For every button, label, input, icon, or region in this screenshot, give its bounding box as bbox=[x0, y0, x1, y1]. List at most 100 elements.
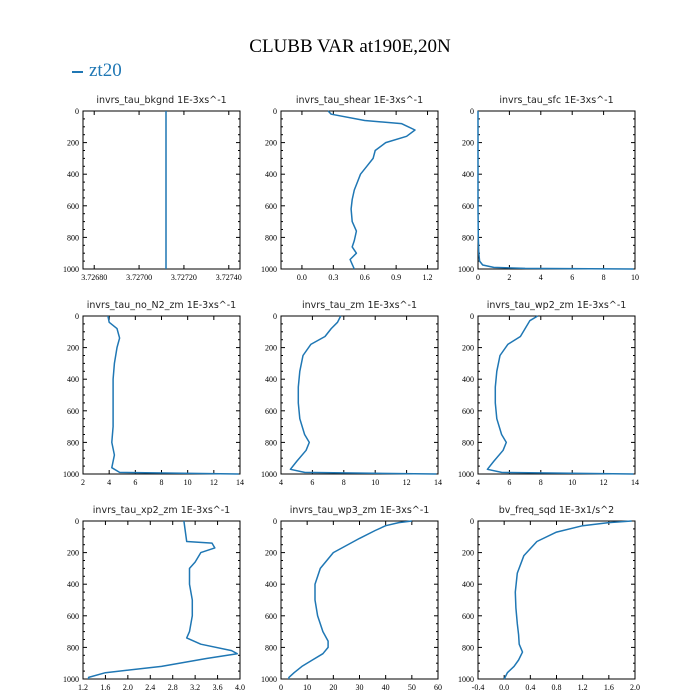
x-tick-label: 2.4 bbox=[145, 683, 155, 692]
y-tick-label: 0 bbox=[273, 312, 277, 321]
y-tick-label: 1000 bbox=[458, 470, 474, 479]
subplot-4: invrs_tau_no_N2_zm 1E-3xs^-1 0 200 400 600 80… bbox=[63, 300, 244, 487]
legend: zt20 bbox=[72, 60, 122, 82]
x-tick-label: 14 bbox=[236, 478, 244, 487]
x-tick-label: 2.0 bbox=[123, 683, 133, 692]
x-tick-label: 0 bbox=[476, 273, 480, 282]
plot-frame bbox=[477, 110, 636, 270]
y-tick-label: 0 bbox=[470, 312, 474, 321]
series-line-zt20 bbox=[289, 315, 437, 475]
y-tick-label: 600 bbox=[462, 407, 474, 416]
x-tick-label: 1.2 bbox=[423, 273, 433, 282]
y-tick-label: 400 bbox=[265, 580, 277, 589]
subplot-8: invrs_tau_wp3_zm 1E-3xs^-1 0 200 400 600 800 1… bbox=[261, 505, 442, 692]
x-tick-label: 2 bbox=[507, 273, 511, 282]
y-tick-label: 1000 bbox=[261, 470, 277, 479]
x-tick-label: 1.2 bbox=[78, 683, 88, 692]
y-tick-label: 200 bbox=[67, 549, 79, 558]
x-tick-label: 3.72680 bbox=[81, 273, 107, 282]
series-line-zt20 bbox=[107, 315, 239, 475]
x-tick-label: 3.2 bbox=[190, 683, 200, 692]
series-line-zt20 bbox=[486, 315, 634, 475]
y-tick-label: 600 bbox=[265, 612, 277, 621]
x-tick-label: 14 bbox=[434, 478, 442, 487]
y-tick-label: 400 bbox=[67, 580, 79, 589]
x-tick-label: 50 bbox=[408, 683, 416, 692]
page-title: CLUBB VAR at190E,20N bbox=[249, 36, 451, 57]
y-tick-label: 400 bbox=[462, 375, 474, 384]
subplot-1: invrs_tau_bkgnd 1E-3xs^-1 0 200 400 600 800 10… bbox=[63, 95, 242, 282]
y-tick-label: 1000 bbox=[63, 675, 79, 684]
x-tick-label: 60 bbox=[434, 683, 442, 692]
x-tick-label: 4 bbox=[107, 478, 111, 487]
x-tick-label: 10 bbox=[184, 478, 192, 487]
y-tick-label: 400 bbox=[462, 170, 474, 179]
x-tick-label: 8 bbox=[602, 273, 606, 282]
x-tick-label: 4 bbox=[279, 478, 283, 487]
y-tick-label: 800 bbox=[67, 233, 79, 242]
x-tick-label: 10 bbox=[568, 478, 576, 487]
y-tick-label: 0 bbox=[470, 107, 474, 116]
subplot-6: invrs_tau_wp2_zm 1E-3xs^-1 0 200 400 600 800 1… bbox=[458, 300, 639, 487]
y-tick-label: 800 bbox=[265, 438, 277, 447]
x-tick-label: 4.0 bbox=[235, 683, 245, 692]
x-tick-label: 4 bbox=[476, 478, 480, 487]
x-tick-label: 2.0 bbox=[630, 683, 640, 692]
series-line-zt20 bbox=[503, 520, 632, 680]
y-tick-label: 1000 bbox=[458, 675, 474, 684]
y-tick-label: 200 bbox=[67, 139, 79, 148]
y-tick-label: 0 bbox=[75, 107, 79, 116]
x-tick-label: 8 bbox=[342, 478, 346, 487]
y-tick-label: 1000 bbox=[63, 470, 79, 479]
subplot-title: invrs_tau_wp2_zm 1E-3xs^-1 bbox=[487, 300, 627, 311]
plot-frame bbox=[280, 520, 439, 680]
y-tick-label: 0 bbox=[273, 517, 277, 526]
x-tick-label: 3.72700 bbox=[126, 273, 152, 282]
x-tick-label: 2 bbox=[81, 478, 85, 487]
x-tick-label: 6 bbox=[310, 478, 314, 487]
y-tick-label: 1000 bbox=[261, 265, 277, 274]
x-tick-label: 10 bbox=[303, 683, 311, 692]
series-line-zt20 bbox=[288, 520, 412, 679]
subplot-title: invrs_tau_sfc 1E-3xs^-1 bbox=[499, 95, 613, 106]
y-tick-label: 800 bbox=[67, 438, 79, 447]
y-tick-label: 800 bbox=[67, 643, 79, 652]
subplot-5: invrs_tau_zm 1E-3xs^-1 0 200 400 600 800 10004… bbox=[261, 300, 442, 487]
x-tick-label: -0.4 bbox=[472, 683, 485, 692]
x-tick-label: 1.2 bbox=[578, 683, 588, 692]
x-tick-label: 0.3 bbox=[328, 273, 338, 282]
y-tick-label: 600 bbox=[462, 612, 474, 621]
plot-frame bbox=[82, 520, 241, 680]
y-tick-label: 200 bbox=[265, 549, 277, 558]
x-tick-label: 3.6 bbox=[213, 683, 223, 692]
y-tick-label: 200 bbox=[462, 549, 474, 558]
x-tick-label: 40 bbox=[382, 683, 390, 692]
x-tick-label: 6 bbox=[133, 478, 137, 487]
x-tick-label: 12 bbox=[210, 478, 218, 487]
subplot-title: invrs_tau_no_N2_zm 1E-3xs^-1 bbox=[87, 300, 236, 311]
y-tick-label: 200 bbox=[462, 139, 474, 148]
y-tick-label: 400 bbox=[462, 580, 474, 589]
y-tick-label: 1000 bbox=[63, 265, 79, 274]
x-tick-label: 3.72720 bbox=[171, 273, 197, 282]
y-tick-label: 600 bbox=[462, 202, 474, 211]
y-tick-label: 600 bbox=[265, 202, 277, 211]
series-line-zt20 bbox=[327, 110, 416, 270]
x-tick-label: 0.0 bbox=[297, 273, 307, 282]
x-tick-label: 0.8 bbox=[552, 683, 562, 692]
legend-swatch bbox=[72, 70, 83, 73]
y-tick-label: 800 bbox=[265, 643, 277, 652]
y-tick-label: 600 bbox=[67, 612, 79, 621]
x-tick-label: 0.6 bbox=[360, 273, 370, 282]
series-line-zt20 bbox=[87, 520, 238, 679]
y-tick-label: 400 bbox=[67, 375, 79, 384]
y-tick-label: 600 bbox=[265, 407, 277, 416]
x-tick-label: 8 bbox=[160, 478, 164, 487]
y-tick-label: 0 bbox=[75, 312, 79, 321]
subplot-title: invrs_tau_xp2_zm 1E-3xs^-1 bbox=[93, 505, 230, 516]
subplot-title: invrs_tau_wp3_zm 1E-3xs^-1 bbox=[290, 505, 430, 516]
series-line-zt20 bbox=[477, 111, 634, 270]
x-tick-label: 10 bbox=[631, 273, 639, 282]
y-tick-label: 1000 bbox=[458, 265, 474, 274]
